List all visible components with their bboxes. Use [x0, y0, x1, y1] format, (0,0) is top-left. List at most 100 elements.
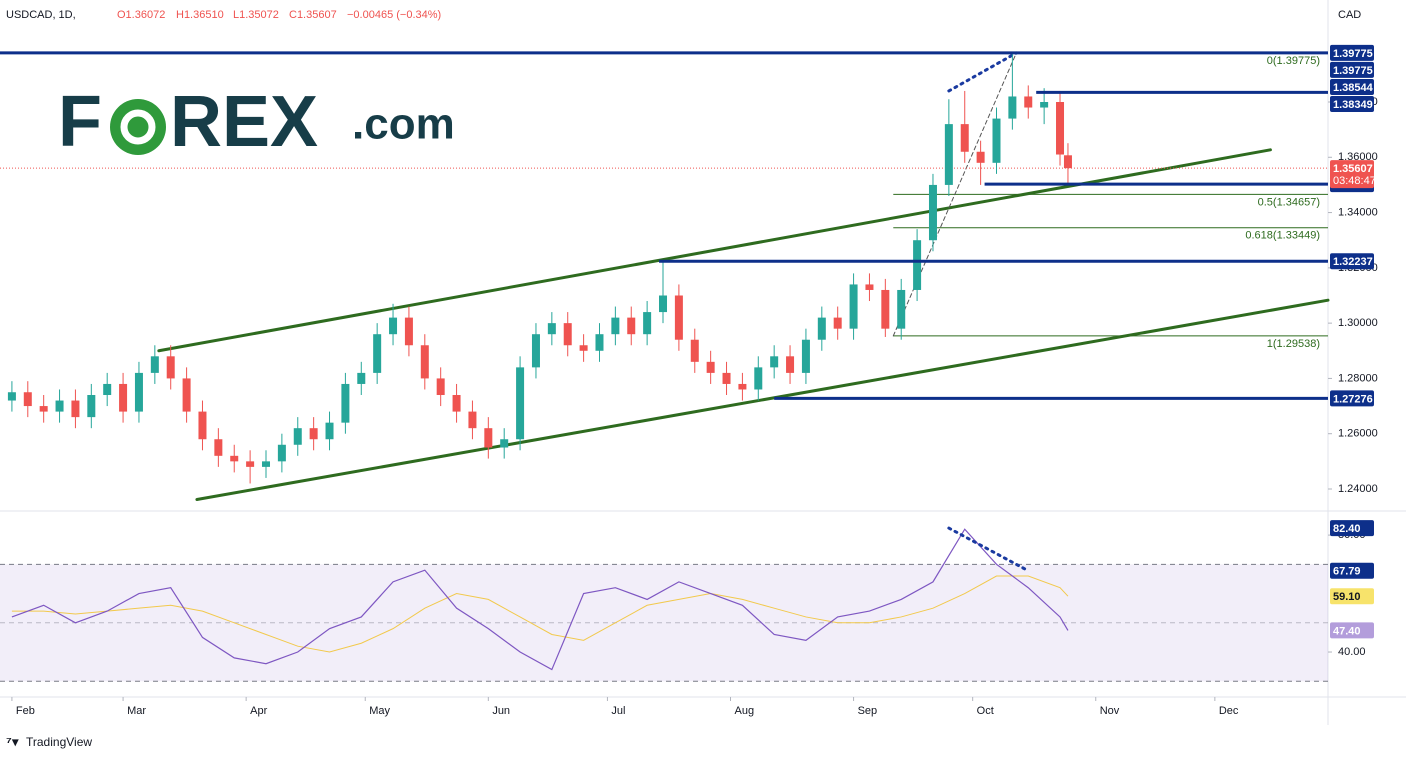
trend-line — [195, 298, 1330, 501]
candle-body — [500, 439, 509, 448]
candle-body — [23, 392, 32, 407]
candle-body — [246, 461, 255, 467]
rsi-tag-bg — [1330, 588, 1374, 605]
candle-body — [643, 312, 652, 335]
candle-body — [563, 323, 572, 346]
candle-body — [722, 372, 731, 384]
fib-label: 1(1.29538) — [1267, 338, 1320, 350]
current-tag: 1.35607 — [1333, 163, 1373, 175]
price-tag-bg — [1330, 253, 1374, 270]
candle-body — [1008, 96, 1017, 119]
candle-body — [87, 395, 96, 418]
logo-coin-mark — [120, 109, 156, 145]
fib-label: 0.618(1.33449) — [1245, 230, 1320, 242]
candle-body — [484, 428, 493, 448]
candle-body — [103, 383, 112, 396]
price-tag: 1.38349 — [1333, 99, 1373, 111]
candle-body — [547, 323, 556, 335]
rsi-tag: 67.79 — [1333, 566, 1361, 578]
candle-body — [1040, 102, 1049, 108]
trend-line — [947, 526, 1030, 573]
price-tag: 1.32237 — [1333, 256, 1373, 268]
candle-body — [119, 383, 128, 412]
candle-body — [786, 356, 795, 373]
candle-body — [690, 339, 699, 362]
fib-label: 0(1.39775) — [1267, 55, 1320, 67]
rsi-tag: 59.10 — [1333, 591, 1361, 603]
x-tick-label: Apr — [250, 705, 267, 717]
candle-body — [71, 400, 80, 418]
x-tick-label: Nov — [1100, 705, 1120, 717]
price-tag-bg — [1330, 61, 1374, 78]
ohlc: L1.35072 — [233, 9, 279, 21]
candle-body — [833, 317, 842, 329]
ohlc: O1.36072 — [117, 9, 165, 21]
footer: TradingView — [26, 735, 92, 749]
x-tick-label: Dec — [1219, 705, 1239, 717]
candle-body — [579, 345, 588, 351]
logo-coin — [110, 99, 166, 155]
candle-body — [325, 422, 334, 440]
candle-body — [960, 124, 969, 152]
candle-body — [39, 406, 48, 412]
price-tag-bg — [1330, 95, 1374, 112]
candle-body — [134, 372, 143, 412]
y-tick-label: 1.24000 — [1338, 483, 1378, 495]
countdown: 03:48:47 — [1333, 175, 1376, 187]
rsi-line — [11, 575, 1069, 653]
ohlc: H1.36510 — [176, 9, 224, 21]
candle-body — [214, 439, 223, 456]
candle-body — [531, 334, 540, 368]
candle-body — [976, 151, 985, 163]
x-tick-label: Jul — [611, 705, 625, 717]
candle-body — [865, 284, 874, 290]
candle-body — [404, 317, 413, 346]
current-tag-bg — [1330, 160, 1374, 189]
candle-body — [611, 317, 620, 335]
ohlc: C1.35607 — [289, 9, 337, 21]
candle-body — [881, 289, 890, 329]
price-tag: 1.39775 — [1333, 65, 1373, 77]
symbol: USDCAD, 1D, — [6, 9, 76, 21]
candle-body — [770, 356, 779, 368]
price-tag: 1.39775 — [1333, 48, 1373, 60]
candle-body — [516, 367, 525, 440]
candle-body — [659, 295, 668, 313]
candle-body — [706, 361, 715, 373]
x-tick-label: Jun — [492, 705, 510, 717]
price-tag-bg — [1330, 44, 1374, 61]
footer-icon: ⁷▾ — [6, 734, 19, 750]
x-tick-label: Sep — [858, 705, 878, 717]
candle-body — [817, 317, 826, 340]
logo-text: F — [58, 82, 102, 162]
x-tick-label: Mar — [127, 705, 146, 717]
candle-body — [928, 184, 937, 241]
currency: CAD — [1338, 9, 1361, 21]
candle-body — [754, 367, 763, 390]
logo-text: REX — [170, 82, 318, 162]
candle-body — [420, 345, 429, 379]
rsi-tag-bg — [1330, 622, 1374, 639]
candle-body — [150, 356, 159, 373]
logo-suffix: .com — [352, 100, 455, 149]
x-tick-label: May — [369, 705, 390, 717]
candle-body — [674, 295, 683, 340]
price-tag: 1.27276 — [1333, 393, 1373, 405]
candle-body — [436, 378, 445, 396]
price-tag-bg — [1330, 78, 1374, 95]
candle-body — [849, 284, 858, 329]
y-tick-label: 1.28000 — [1338, 372, 1378, 384]
candle-body — [468, 411, 477, 429]
fib-label: 0.5(1.34657) — [1258, 196, 1320, 208]
price-tag: 1.38544 — [1333, 82, 1374, 94]
candle-body — [801, 339, 810, 373]
logo: F REX .com — [58, 82, 455, 162]
candle-body — [230, 455, 239, 462]
candle-body — [627, 317, 636, 335]
candle-body — [198, 411, 207, 440]
candle-body — [897, 289, 906, 329]
candle-body — [277, 444, 286, 462]
candle-body — [452, 395, 461, 412]
